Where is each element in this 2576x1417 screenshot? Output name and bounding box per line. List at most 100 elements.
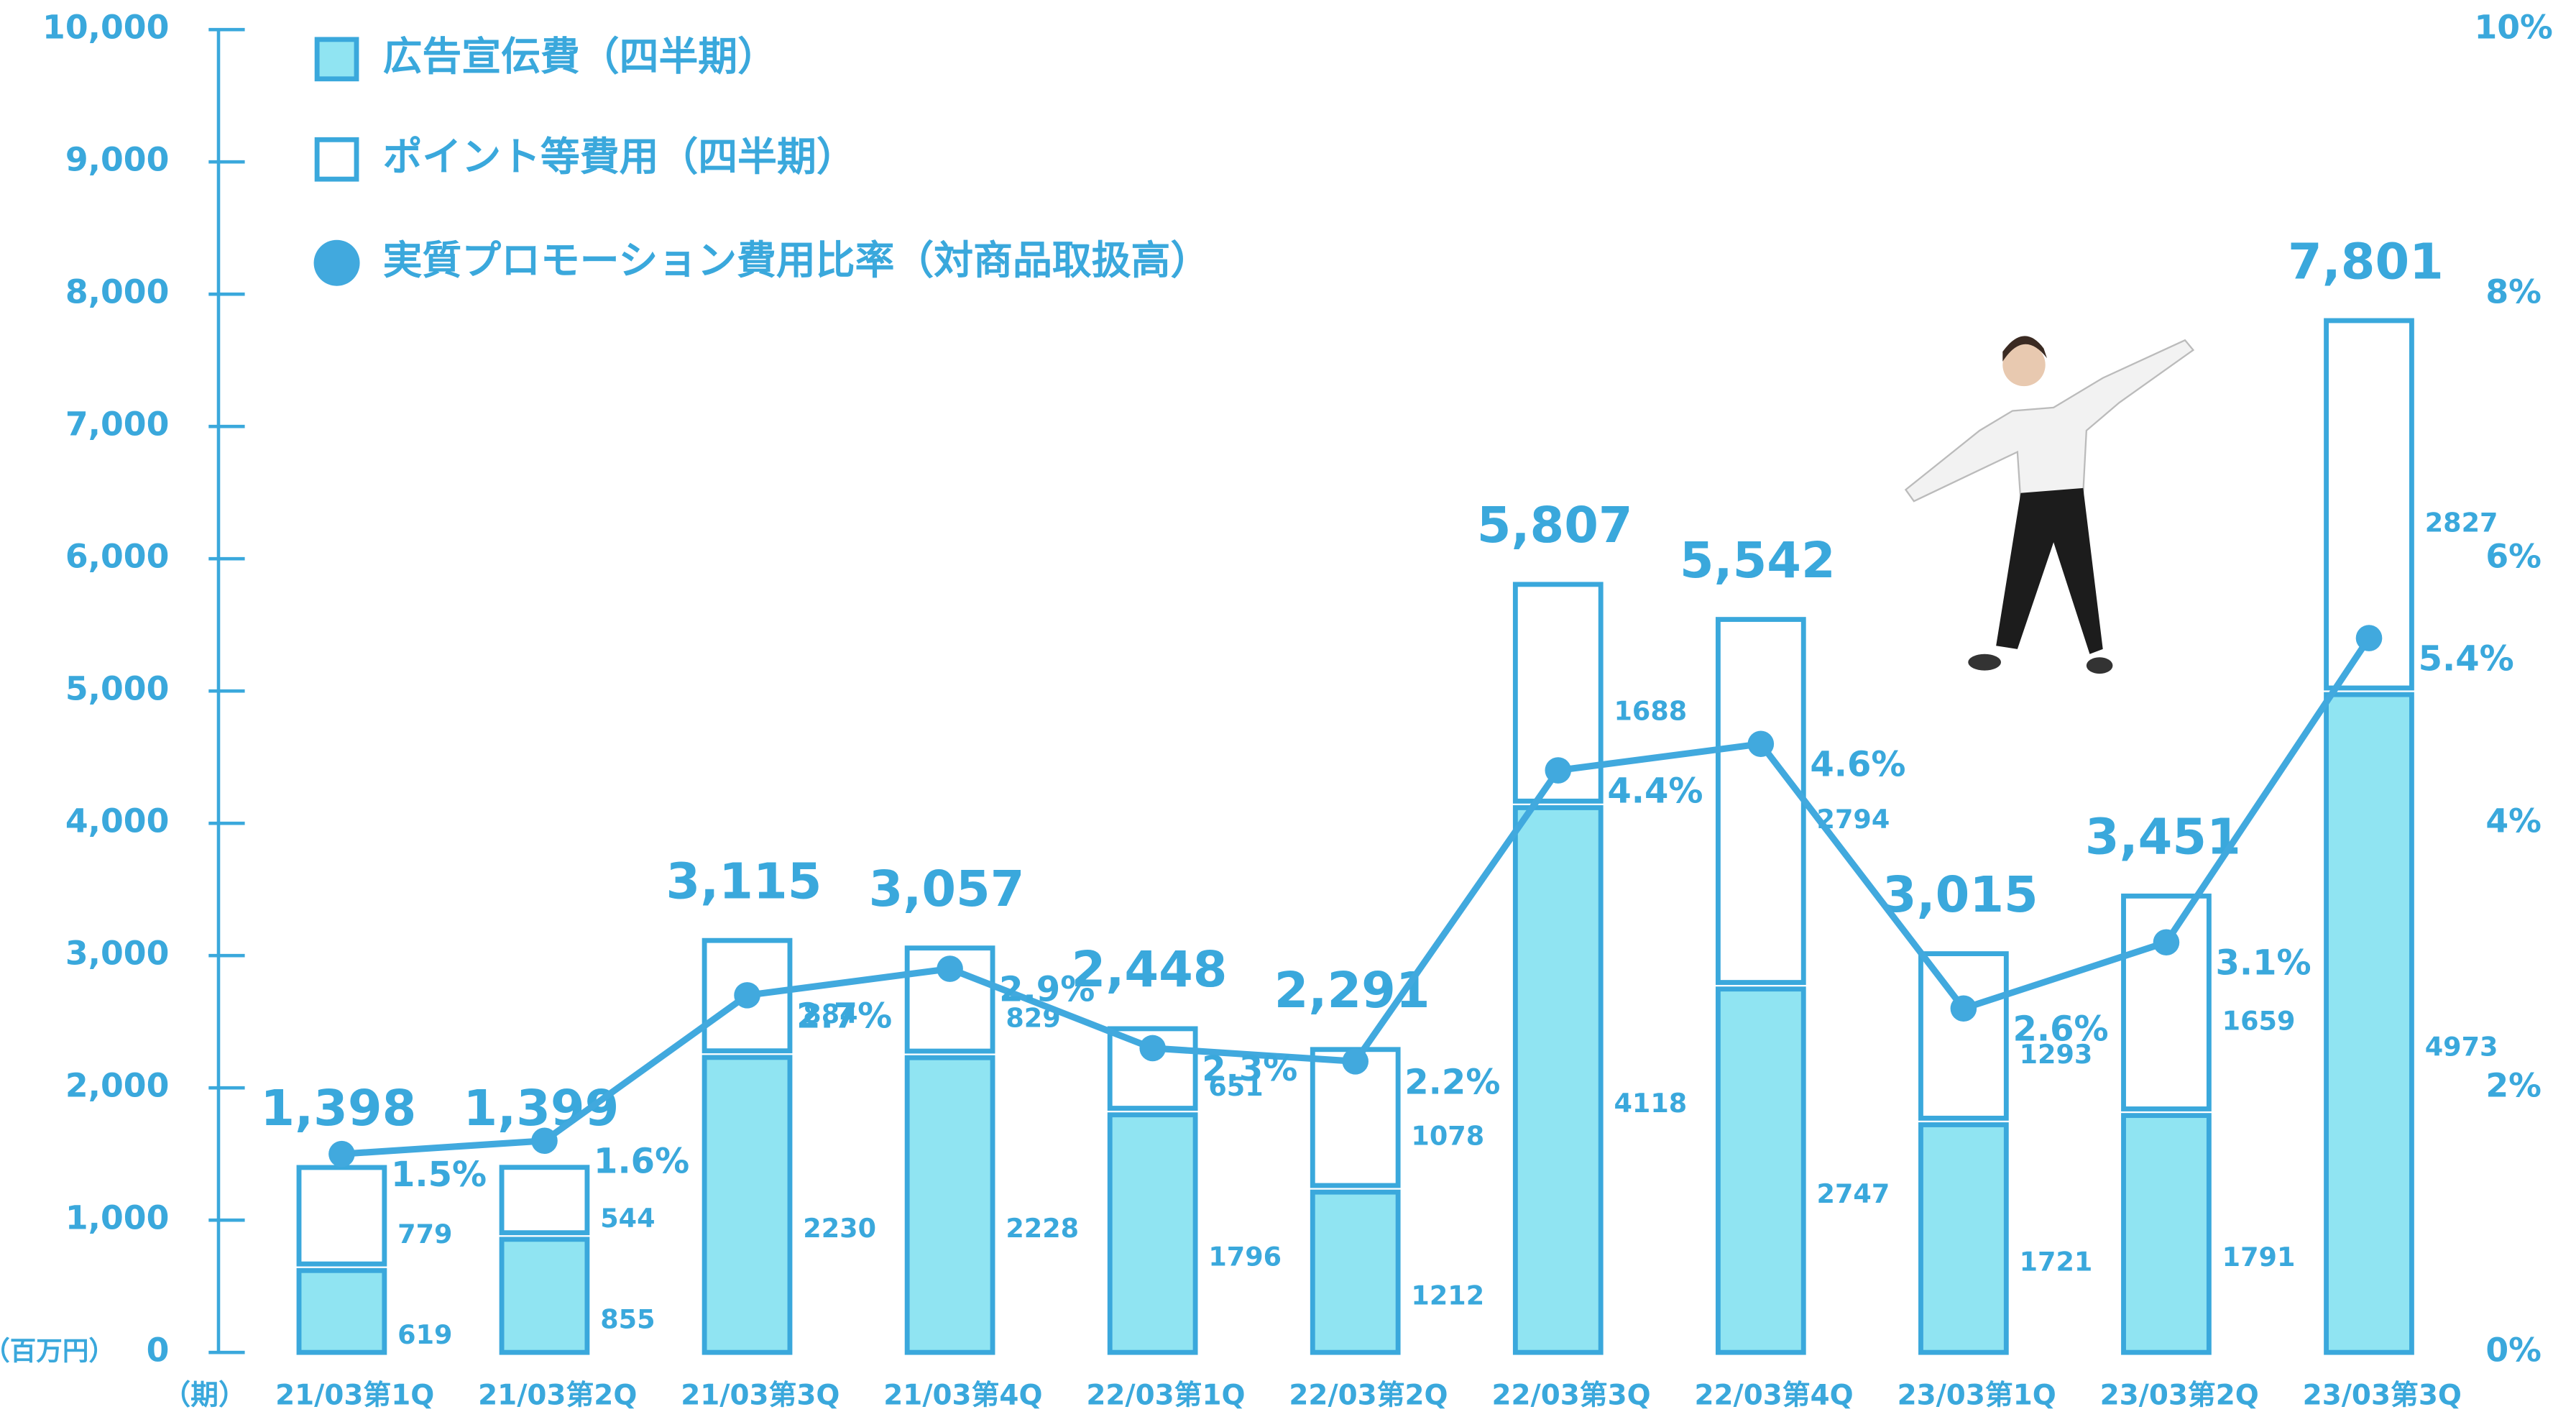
ratio-label: 2.6% bbox=[2012, 1009, 2108, 1050]
total-label: 1,398 bbox=[260, 1080, 416, 1137]
value-label: 1659 bbox=[2222, 1005, 2296, 1036]
value-label: 884 bbox=[803, 999, 857, 1029]
y-unit: （百万円） bbox=[0, 1336, 115, 1367]
total-label: 3,115 bbox=[666, 853, 822, 910]
value-label: 2827 bbox=[2425, 507, 2498, 538]
ratio-label: 5.4% bbox=[2419, 639, 2514, 679]
x-tick-label: 22/03第2Q bbox=[1289, 1379, 1448, 1411]
bar-points bbox=[1918, 951, 2009, 1121]
ratio-label: 1.5% bbox=[391, 1155, 487, 1195]
ratio-label: 2.3% bbox=[1202, 1049, 1297, 1089]
ratio-marker bbox=[1342, 1048, 1368, 1075]
ratio-label: 3.1% bbox=[2216, 943, 2312, 983]
x-tick-label: 22/03第3Q bbox=[1491, 1379, 1650, 1411]
ratio-marker bbox=[2153, 929, 2180, 956]
total-label: 7,801 bbox=[2288, 233, 2444, 290]
value-label: 855 bbox=[600, 1303, 655, 1334]
ratio-marker bbox=[531, 1127, 558, 1155]
bar-advertising bbox=[499, 1237, 590, 1355]
total-label: 3,015 bbox=[1882, 866, 2038, 924]
value-label: 1293 bbox=[2020, 1039, 2093, 1070]
total-label: 2,448 bbox=[1072, 941, 1228, 999]
ratio-label: 2.9% bbox=[999, 970, 1095, 1010]
legend-label: 広告宣伝費（四半期） bbox=[383, 33, 777, 79]
ratio-marker bbox=[2355, 625, 2383, 651]
bar-advertising bbox=[1107, 1112, 1198, 1355]
legend-marker bbox=[313, 239, 360, 286]
y-tick-label: 8,000 bbox=[65, 273, 170, 311]
y-tick-label: 4,000 bbox=[65, 802, 170, 840]
value-label: 1791 bbox=[2222, 1242, 2296, 1272]
bar-points bbox=[2121, 893, 2212, 1111]
bar-points bbox=[499, 1165, 590, 1236]
value-label: 544 bbox=[600, 1203, 655, 1234]
bar-points bbox=[296, 1165, 387, 1267]
ratio-label: 4.6% bbox=[1810, 745, 1905, 785]
y-tick-label: 9,000 bbox=[65, 141, 170, 179]
y2-tick-label: 0% bbox=[2485, 1331, 2542, 1370]
x-tick-label: 21/03第1Q bbox=[275, 1379, 434, 1411]
x-tick-label: 23/03第1Q bbox=[1898, 1379, 2056, 1411]
ratio-label: 2.2% bbox=[1404, 1062, 1500, 1102]
ratio-label: 4.4% bbox=[1607, 771, 1703, 812]
y2-tick-label: 10% bbox=[2474, 9, 2552, 47]
total-label: 3,057 bbox=[869, 861, 1025, 918]
ratio-marker bbox=[1747, 730, 1775, 758]
y2-tick-label: 8% bbox=[2485, 273, 2542, 311]
bar-advertising bbox=[702, 1055, 793, 1355]
value-label: 4118 bbox=[1614, 1088, 1687, 1119]
bar-advertising bbox=[1310, 1189, 1401, 1355]
bar-advertising bbox=[1715, 986, 1806, 1355]
legend-marker bbox=[314, 37, 359, 82]
y2-tick-label: 6% bbox=[2485, 538, 2542, 576]
value-label: 1212 bbox=[1411, 1280, 1484, 1311]
legend-label: ポイント等費用（四半期） bbox=[383, 134, 856, 180]
legend-label: 実質プロモーション費用比率（対商品取扱高） bbox=[383, 237, 1210, 283]
bar-advertising bbox=[904, 1055, 995, 1355]
ratio-marker bbox=[734, 982, 760, 1009]
bar-advertising bbox=[2324, 692, 2414, 1355]
ratio-marker bbox=[1139, 1035, 1166, 1062]
ratio-marker bbox=[1950, 995, 1977, 1022]
y-tick-label: 7,000 bbox=[65, 405, 170, 444]
ratio-label: 2.7% bbox=[796, 996, 892, 1036]
x-tick-label: 21/03第4Q bbox=[883, 1379, 1042, 1411]
y2-tick-label: 4% bbox=[2485, 802, 2542, 840]
x-tick-label: 22/03第4Q bbox=[1695, 1379, 1854, 1411]
y-tick-label: 3,000 bbox=[65, 935, 170, 973]
x-tick-label: 23/03第2Q bbox=[2100, 1379, 2259, 1411]
ratio-marker bbox=[328, 1140, 355, 1168]
value-label: 4973 bbox=[2425, 1031, 2498, 1062]
y-tick-label: 1,000 bbox=[65, 1199, 170, 1237]
x-tick-label: 21/03第3Q bbox=[681, 1379, 840, 1411]
bar-advertising bbox=[2121, 1113, 2212, 1355]
value-label: 619 bbox=[397, 1319, 452, 1350]
value-label: 1688 bbox=[1614, 696, 1687, 727]
value-label: 1721 bbox=[2020, 1247, 2093, 1278]
total-label: 3,451 bbox=[2085, 809, 2241, 866]
value-label: 2747 bbox=[1817, 1178, 1890, 1209]
value-label: 1078 bbox=[1411, 1120, 1484, 1151]
x-tick-label: 22/03第1Q bbox=[1086, 1379, 1245, 1411]
y-tick-label: 2,000 bbox=[65, 1067, 170, 1105]
y-tick-label: 5,000 bbox=[65, 670, 170, 708]
ratio-marker bbox=[937, 955, 963, 982]
ratio-label: 1.6% bbox=[594, 1142, 689, 1182]
bar-advertising bbox=[296, 1267, 387, 1355]
photo bbox=[1904, 336, 2195, 674]
y-tick-label: 0 bbox=[147, 1331, 170, 1370]
total-label: 5,807 bbox=[1477, 497, 1633, 554]
total-label: 5,542 bbox=[1680, 532, 1836, 590]
x-tick-label: 21/03第2Q bbox=[478, 1379, 637, 1411]
bar-advertising bbox=[1918, 1122, 2009, 1355]
value-label: 651 bbox=[1208, 1071, 1263, 1102]
value-label: 2230 bbox=[803, 1213, 876, 1244]
value-label: 779 bbox=[397, 1219, 452, 1249]
ratio-marker bbox=[1545, 757, 1572, 784]
legend-marker bbox=[314, 137, 359, 182]
value-label: 2228 bbox=[1006, 1213, 1079, 1244]
value-label: 1796 bbox=[1208, 1242, 1282, 1272]
bar-advertising bbox=[1512, 805, 1604, 1355]
